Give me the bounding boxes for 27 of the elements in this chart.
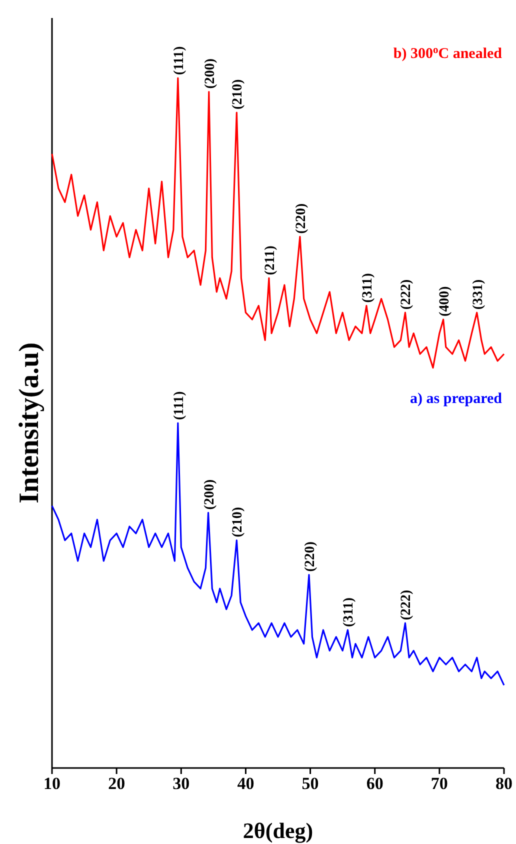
- x-axis-title: 2θ(deg): [242, 818, 314, 843]
- annotation: (200): [202, 58, 218, 89]
- text: b) 300$^{o}$C anealed: [393, 44, 503, 62]
- annotation: (331): [470, 278, 486, 310]
- annotation: (111): [172, 46, 187, 75]
- x-tick-label: 60: [366, 774, 384, 794]
- annotation: (210): [230, 506, 246, 538]
- annotation: (311): [360, 272, 376, 303]
- annotation: (311): [342, 597, 357, 627]
- annotation: (400): [437, 286, 452, 316]
- annotation: (222): [399, 589, 414, 620]
- annotation: (220): [294, 203, 309, 234]
- annotation: (211): [262, 245, 278, 276]
- annotation: (210): [230, 78, 246, 110]
- x-tick-label: 40: [237, 774, 254, 794]
- annotation: (111): [172, 390, 187, 420]
- x-tick-label: 10: [44, 774, 60, 794]
- text: a) as prepared: [410, 391, 503, 407]
- annotation: (200): [202, 479, 218, 510]
- x-tick-label: 20: [108, 774, 126, 794]
- annotation: (220): [302, 541, 318, 572]
- x-tick-label: 30: [172, 774, 190, 794]
- x-tick-label: 70: [430, 774, 448, 794]
- x-tick-label: 80: [496, 774, 512, 794]
- annotation: (222): [399, 278, 414, 310]
- y-axis-title: Intensity(a.u): [14, 342, 45, 504]
- x-tick-label: 50: [302, 774, 319, 794]
